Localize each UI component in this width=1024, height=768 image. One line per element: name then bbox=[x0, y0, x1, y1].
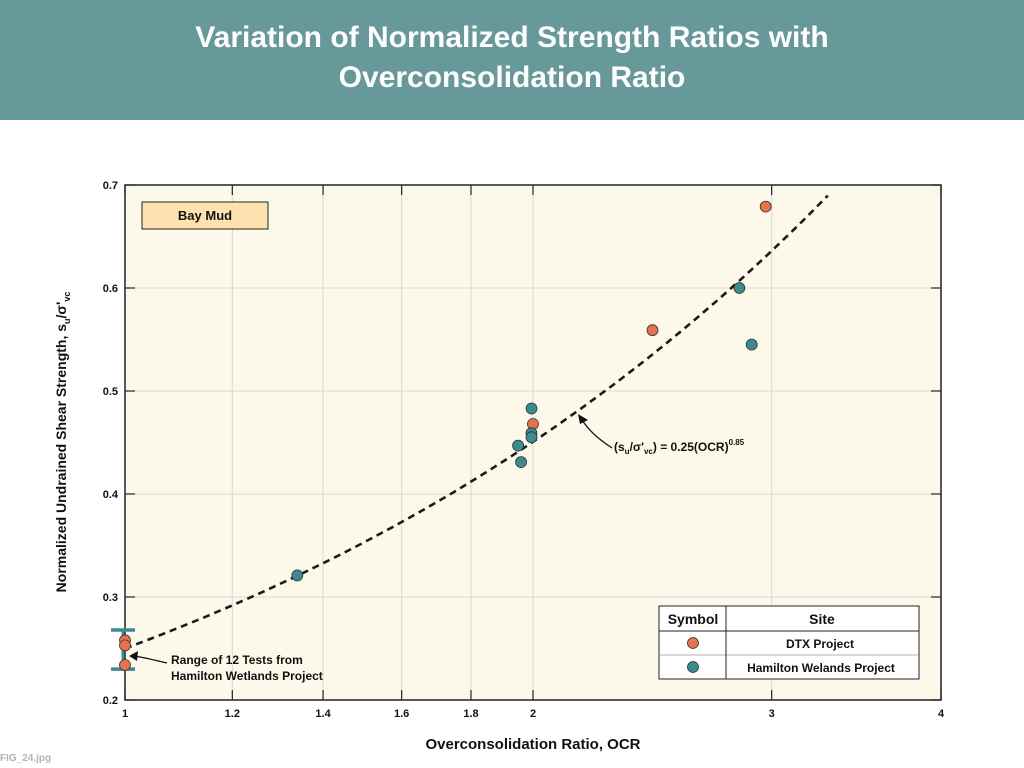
slide-title: Variation of Normalized Strength Ratios … bbox=[195, 21, 829, 94]
y-tick-label: 0.7 bbox=[103, 180, 118, 192]
legend-header-symbol: Symbol bbox=[668, 611, 719, 627]
x-tick-label: 2 bbox=[530, 708, 536, 720]
equation-arrow bbox=[581, 419, 613, 449]
data-points bbox=[119, 200, 772, 671]
x-tick-label: 3 bbox=[769, 708, 775, 720]
y-axis-label: Normalized Undrained Shear Strength, su/… bbox=[53, 292, 72, 593]
axis-ticks bbox=[124, 184, 942, 701]
data-point-dtx bbox=[119, 659, 131, 671]
data-point-hamilton bbox=[525, 431, 538, 444]
data-point-dtx bbox=[119, 639, 131, 652]
x-tick-label: 1.2 bbox=[225, 708, 240, 720]
slide-header: Variation of Normalized Strength Ratios … bbox=[0, 0, 1024, 120]
material-label: Bay Mud bbox=[178, 208, 232, 223]
x-tick-label: 1.4 bbox=[315, 708, 331, 720]
legend-label-hamilton: Hamilton Welands Project bbox=[747, 661, 895, 675]
fit-equation-label: (su/σ'vc) = 0.25(OCR)0.85 bbox=[614, 438, 745, 456]
y-tick-labels: 0.2 0.3 0.4 0.5 0.6 0.7 bbox=[103, 180, 119, 707]
data-point-hamilton bbox=[512, 439, 524, 452]
y-tick-label: 0.5 bbox=[103, 386, 118, 398]
equation-arrowhead bbox=[578, 414, 588, 424]
data-point-dtx bbox=[646, 324, 659, 337]
y-tick-label: 0.6 bbox=[103, 283, 118, 295]
x-tick-labels: 1 1.2 1.4 1.6 1.8 2 3 4 bbox=[122, 708, 945, 720]
material-label-box bbox=[141, 201, 269, 230]
x-tick-label: 4 bbox=[938, 708, 945, 720]
x-axis-label: Overconsolidation Ratio, OCR bbox=[425, 736, 640, 753]
legend-marker-hamilton bbox=[687, 661, 699, 673]
y-tick-label: 0.3 bbox=[103, 592, 118, 604]
data-point-hamilton bbox=[515, 456, 527, 469]
y-tick-label: 0.4 bbox=[103, 489, 119, 501]
legend-marker-dtx bbox=[687, 637, 699, 649]
x-tick-label: 1.6 bbox=[394, 708, 409, 720]
data-point-dtx bbox=[759, 200, 772, 213]
fit-curve bbox=[124, 194, 829, 650]
legend: Symbol Site DTX Project Hamilton Welands… bbox=[658, 605, 920, 680]
x-tick-label: 1.8 bbox=[463, 708, 478, 720]
x-tick-label: 1 bbox=[122, 708, 128, 720]
figure-caption: FIG_24.jpg bbox=[0, 753, 52, 764]
range-arrowhead bbox=[129, 651, 138, 661]
data-point-hamilton bbox=[745, 338, 758, 351]
svg-text:Normalized Undrained Shear Str: Normalized Undrained Shear Strength, su/… bbox=[53, 292, 72, 593]
data-point-hamilton bbox=[291, 569, 304, 582]
data-point-hamilton bbox=[733, 282, 746, 294]
data-point-hamilton bbox=[525, 402, 538, 415]
grid-lines bbox=[125, 185, 941, 700]
y-tick-label: 0.2 bbox=[103, 695, 118, 707]
range-note: Range of 12 Tests from Hamilton Wetlands … bbox=[171, 653, 323, 683]
legend-label-dtx: DTX Project bbox=[786, 637, 854, 651]
legend-header-site: Site bbox=[809, 611, 835, 627]
